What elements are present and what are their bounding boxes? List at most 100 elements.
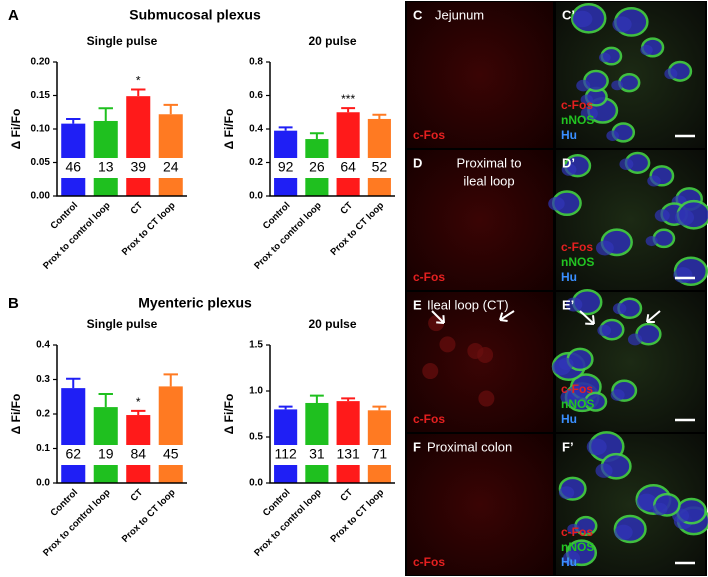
y-tick-label: 0.20 xyxy=(31,57,51,68)
panel-letter: F xyxy=(413,439,421,454)
y-tick-label: 1.0 xyxy=(249,386,263,397)
y-tick-label: 1.5 xyxy=(249,340,263,351)
y-axis-label: Δ Fi/Fo xyxy=(222,109,236,150)
x-tick-label: CT xyxy=(128,200,145,217)
n-label: 26 xyxy=(309,159,325,175)
y-axis-label: Δ Fi/Fo xyxy=(9,394,23,435)
y-tick-label: 0.1 xyxy=(36,443,50,454)
cfos-nucleus xyxy=(422,363,439,380)
cell xyxy=(647,175,661,187)
error-bar xyxy=(98,392,113,408)
panel-letter: E’ xyxy=(562,297,574,312)
cfos-nucleus xyxy=(478,390,495,407)
cell xyxy=(610,389,625,401)
panel-letter: D’ xyxy=(562,155,575,170)
cell xyxy=(580,94,593,105)
y-tick-label: 0.10 xyxy=(31,124,51,135)
section-title: Myenteric plexus xyxy=(138,295,252,311)
y-tick-label: 0.4 xyxy=(36,340,50,351)
panel-letter: C xyxy=(413,7,423,22)
cell xyxy=(673,267,693,284)
arrow xyxy=(431,310,445,324)
cell xyxy=(645,235,658,247)
cell xyxy=(595,240,614,256)
panel-letter: C’ xyxy=(562,7,575,22)
chart-title: Single pulse xyxy=(87,317,158,331)
error-bar xyxy=(278,405,293,410)
n-label: 31 xyxy=(309,446,325,462)
significance: * xyxy=(136,74,141,88)
image-cfos xyxy=(407,2,553,148)
n-label: 46 xyxy=(65,159,81,175)
axes xyxy=(269,345,395,484)
bar xyxy=(367,118,391,196)
cell xyxy=(595,463,613,478)
axes xyxy=(269,62,395,197)
y-tick-label: 0.8 xyxy=(249,57,263,68)
n-label: 13 xyxy=(98,159,114,175)
n-label: 24 xyxy=(163,159,179,175)
cell xyxy=(565,297,583,312)
error-bar xyxy=(309,394,324,403)
error-bar xyxy=(163,373,178,387)
y-axis-label: Δ Fi/Fo xyxy=(9,109,23,150)
y-tick-label: 0.0 xyxy=(36,478,50,489)
stain-label: c-Fos xyxy=(561,382,593,396)
y-tick-label: 0.3 xyxy=(36,374,50,385)
n-label: 45 xyxy=(163,446,179,462)
n-band xyxy=(58,158,187,178)
cell xyxy=(597,324,612,337)
cell xyxy=(652,228,676,249)
cell xyxy=(568,384,586,400)
x-tick-label: Prox to CT loop xyxy=(328,487,386,545)
cfos-nucleus xyxy=(439,336,456,353)
x-tick-label: CT xyxy=(338,487,355,504)
bar xyxy=(336,112,360,196)
stain-label: c-Fos xyxy=(413,270,445,284)
bar xyxy=(158,114,183,196)
cell xyxy=(664,68,678,80)
image-cfos xyxy=(407,150,553,290)
cell xyxy=(548,196,565,211)
x-tick-label: Prox to CT loop xyxy=(328,200,386,258)
n-label: 62 xyxy=(65,446,81,462)
n-label: 84 xyxy=(130,446,146,462)
stain-label: c-Fos xyxy=(561,525,593,539)
section-letter: A xyxy=(8,7,19,24)
panel-title: Jejunum xyxy=(435,7,484,22)
stain-label: nNOS xyxy=(561,113,594,127)
error-bar xyxy=(309,132,324,140)
cell xyxy=(606,130,619,141)
y-tick-label: 0.2 xyxy=(249,157,263,168)
significance: * xyxy=(136,395,141,409)
error-bar xyxy=(66,117,81,124)
error-bar xyxy=(98,107,113,121)
x-tick-label: CT xyxy=(128,487,145,504)
cell xyxy=(618,72,641,93)
y-tick-label: 0.05 xyxy=(31,157,51,168)
y-tick-label: 0.00 xyxy=(31,191,51,202)
error-bar xyxy=(131,409,146,416)
arrow xyxy=(579,310,595,325)
error-bar xyxy=(278,126,293,131)
y-tick-label: 0.0 xyxy=(249,478,263,489)
panel-title: Proximal colon xyxy=(427,439,512,454)
cell xyxy=(619,158,634,170)
stain-label: nNOS xyxy=(561,540,594,554)
cell xyxy=(586,438,607,456)
bar xyxy=(61,388,86,483)
section-title: Submucosal plexus xyxy=(129,7,261,23)
arrow xyxy=(499,310,515,323)
image-cfos xyxy=(407,292,553,432)
bar xyxy=(336,401,360,483)
chart-title: 20 pulse xyxy=(308,317,356,331)
n-label: 52 xyxy=(372,159,388,175)
panel-title: Proximal to xyxy=(456,155,521,170)
stain-label: Hu xyxy=(561,270,577,284)
y-tick-label: 0.5 xyxy=(249,432,263,443)
panel-letter: D xyxy=(413,155,422,170)
bar xyxy=(305,402,329,483)
error-bar xyxy=(66,377,81,389)
n-label: 64 xyxy=(340,159,356,175)
